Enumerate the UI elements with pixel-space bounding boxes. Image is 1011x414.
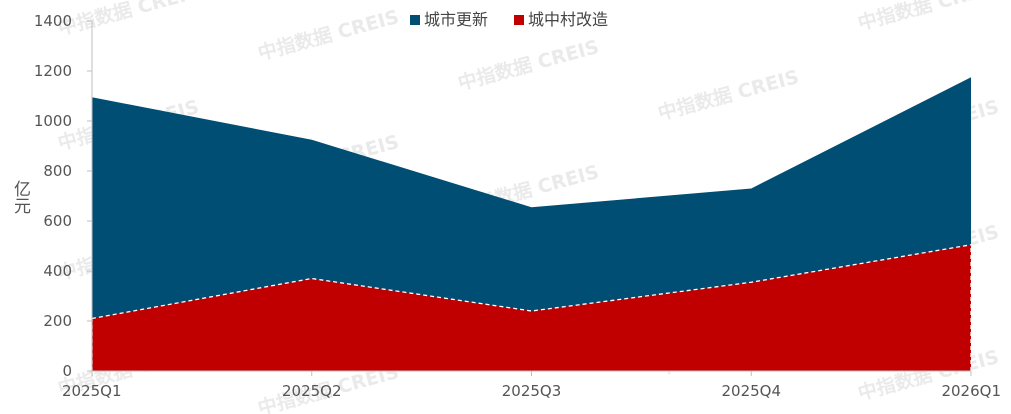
- x-tick-label: 2025Q3: [502, 382, 562, 400]
- legend-label-1: 城市更新: [424, 10, 488, 29]
- watermark-text: 中指数据 CREIS: [455, 35, 601, 95]
- legend: 城市更新 城中村改造: [410, 10, 608, 29]
- area-series-2: [92, 244, 971, 371]
- y-axis-label: 亿元: [10, 180, 31, 214]
- watermark-text: 中指数据 CREIS: [855, 0, 1001, 35]
- y-tick-label: 400: [43, 262, 72, 280]
- x-tick-label: 2025Q1: [62, 382, 122, 400]
- watermark-text: 中指数据 CREIS: [55, 0, 201, 40]
- legend-label-2: 城中村改造: [528, 10, 608, 29]
- legend-swatch-2: [514, 15, 524, 25]
- series-2-outline: [91, 244, 972, 320]
- axes-layer: 0 200 400 600 800 1000 1200 1400 2025Q1 2025Q2 202…: [34, 12, 1001, 400]
- x-tick-label: 2026Q1: [941, 382, 1001, 400]
- y-tick-label: 1000: [34, 112, 72, 130]
- watermark-text: 中指数据 CREIS: [655, 65, 801, 125]
- y-tick-label: 200: [43, 312, 72, 330]
- legend-swatch-1: [410, 15, 420, 25]
- y-tick-label: 600: [43, 212, 72, 230]
- y-tick-label: 1200: [34, 62, 72, 80]
- x-tick-label: 2025Q2: [282, 382, 342, 400]
- y-tick-label: 1400: [34, 12, 72, 30]
- x-tick-label: 2025Q4: [721, 382, 781, 400]
- y-tick-label: 800: [43, 162, 72, 180]
- area-layer: [91, 77, 972, 371]
- y-tick-label: 0: [62, 362, 72, 380]
- watermark-text: 中指数据 CREIS: [255, 5, 401, 65]
